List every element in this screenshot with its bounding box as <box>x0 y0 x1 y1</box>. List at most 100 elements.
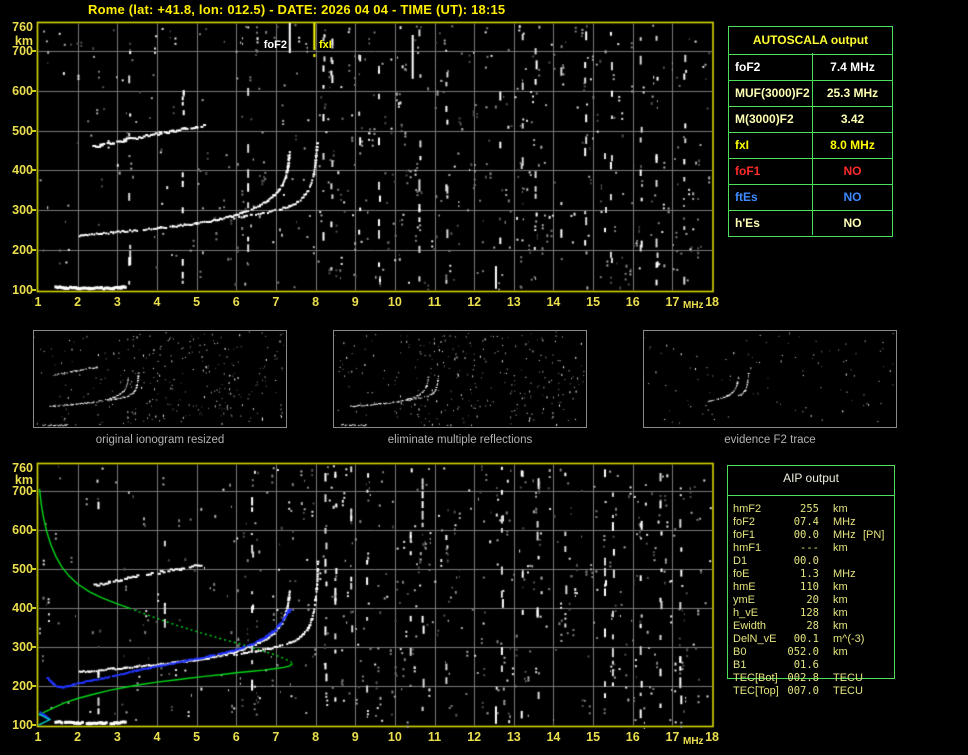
x-tick-label: 11 <box>427 730 442 744</box>
autoscala-row-hes: h'Es NO <box>729 210 892 237</box>
aip-lab: TEC[Bot] <box>733 672 778 684</box>
aip-row-delnve: DelN_vE 00.1 m^(-3) <box>727 633 897 646</box>
y-tick-label: 700 <box>12 43 33 58</box>
y-axis-tick <box>31 529 36 532</box>
autoscala-row-muf3000f2: MUF(3000)F2 25.3 MHz <box>729 80 892 107</box>
aip-val: 28 <box>806 620 819 632</box>
aip-lab: ymE <box>733 594 755 606</box>
autoscala-row-value: NO <box>843 216 862 230</box>
aip-row-fof2: foF2 07.4 MHz <box>727 516 897 529</box>
thumbnail-original-ionogram-canvas <box>33 330 287 428</box>
aip-val: 052.0 <box>787 646 819 658</box>
autoscala-row-label: foF2 <box>735 60 761 74</box>
x-tick-label: 18 <box>705 295 719 309</box>
y-axis-tick <box>31 490 36 493</box>
autoscala-row-fof2: foF2 7.4 MHz <box>729 54 892 81</box>
autoscala-row-value: NO <box>843 190 862 204</box>
aip-unit: km <box>833 542 848 554</box>
x-tick-label: 7 <box>272 730 280 744</box>
y-axis-tick <box>31 607 36 610</box>
y-tick-label: 760 <box>12 461 33 475</box>
aip-lab: B1 <box>733 659 747 671</box>
aip-table-title: AIP output <box>783 471 839 485</box>
autoscala-row-label: M(3000)F2 <box>735 112 794 126</box>
aip-row-foe: foE 1.3 MHz <box>727 568 897 581</box>
aip-lab: TEC[Top] <box>733 685 779 697</box>
x-tick-label: 1 <box>34 730 42 744</box>
x-tick-label: 15 <box>586 295 601 309</box>
x-tick-label: 8 <box>312 730 320 744</box>
autoscala-row-label: h'Es <box>735 216 760 230</box>
aip-row-hmf1: hmF1 --- km <box>727 542 897 555</box>
y-axis-tick <box>31 723 36 726</box>
x-tick-label: 5 <box>193 295 201 309</box>
autoscala-row-label: ftEs <box>735 190 758 204</box>
aip-row-yme: ymE 20 km <box>727 594 897 607</box>
ionogram-top-canvas <box>36 21 715 294</box>
aip-unit: km <box>833 503 848 515</box>
aip-lab: hmF1 <box>733 542 762 554</box>
x-tick-label: 6 <box>232 730 240 744</box>
x-tick-label: 13 <box>506 730 521 744</box>
aip-unit: km <box>833 581 848 593</box>
autoscala-row-label: foF1 <box>735 164 761 178</box>
page-title: Rome (lat: +41.8, lon: 012.5) - DATE: 20… <box>88 2 506 17</box>
autoscala-output-table: AUTOSCALA output foF2 7.4 MHz MUF(3000)F2 2… <box>728 26 893 237</box>
x-tick-label: 11 <box>427 295 442 309</box>
aip-val: --- <box>800 542 819 554</box>
aip-row-hme: hmE 110 km <box>727 581 897 594</box>
y-tick-label: 100 <box>12 282 33 297</box>
autoscala-row-m3000f2: M(3000)F2 3.42 <box>729 106 892 133</box>
bottom-x-axis-unit: MHz <box>683 736 704 747</box>
aip-unit: MHz <box>833 568 856 580</box>
aip-row-tectop: TEC[Top] 007.0 TECU <box>727 685 897 698</box>
autoscala-row-value: NO <box>843 164 862 178</box>
aip-unit: km <box>833 646 848 658</box>
autoscala-row-value: 25.3 MHz <box>826 86 879 100</box>
aip-row-b1: B1 01.6 <box>727 659 897 672</box>
x-tick-label: 9 <box>351 295 359 309</box>
y-tick-label: 400 <box>12 601 33 616</box>
x-tick-label: 2 <box>74 730 82 744</box>
x-tick-label: 7 <box>272 295 280 309</box>
aip-lab: foE <box>733 568 750 580</box>
y-axis-tick <box>31 646 36 649</box>
y-tick-label: 600 <box>12 83 33 98</box>
aip-val: 01.6 <box>793 659 819 671</box>
aip-val: 110 <box>800 581 819 593</box>
aip-val: 07.4 <box>793 516 819 528</box>
autoscala-row-fof1: foF1 NO <box>729 158 892 185</box>
y-tick-label: 600 <box>12 523 33 538</box>
autoscala-row-ftes: ftEs NO <box>729 184 892 211</box>
x-tick-label: 2 <box>74 295 82 309</box>
aip-val: 128 <box>800 607 819 619</box>
x-tick-label: 9 <box>351 730 359 744</box>
autoscala-row-label: fxI <box>735 138 750 152</box>
aip-unit: m^(-3) <box>833 633 865 645</box>
autoscala-table-title: AUTOSCALA output <box>752 33 869 47</box>
aip-row-b0: B0 052.0 km <box>727 646 897 659</box>
aip-lab: foF2 <box>733 516 756 528</box>
aip-lab: foF1 <box>733 529 756 541</box>
fxI-trace-label: fxI <box>319 39 332 51</box>
x-tick-label: 16 <box>625 295 640 309</box>
y-tick-label: 200 <box>12 679 33 694</box>
y-tick-label: 500 <box>12 123 33 138</box>
y-tick-label: 760 <box>12 20 33 34</box>
x-tick-label: 1 <box>34 295 42 309</box>
x-tick-label: 17 <box>665 730 680 744</box>
aip-val: 255 <box>800 503 819 515</box>
aip-unit: km <box>833 607 848 619</box>
x-tick-label: 4 <box>153 730 161 744</box>
y-tick-label: 500 <box>12 562 33 577</box>
y-tick-label: 100 <box>12 717 33 732</box>
aip-unit: MHz <box>833 516 856 528</box>
y-tick-label: 700 <box>12 484 33 499</box>
x-tick-label: 13 <box>506 295 521 309</box>
top-x-axis-unit: MHz <box>683 300 704 311</box>
x-tick-label: 4 <box>153 295 161 309</box>
y-axis-tick <box>31 568 36 571</box>
aip-row-hve: h_vE 128 km <box>727 607 897 620</box>
bottom-y-axis-unit: km <box>14 473 33 487</box>
y-axis-tick <box>31 49 36 52</box>
